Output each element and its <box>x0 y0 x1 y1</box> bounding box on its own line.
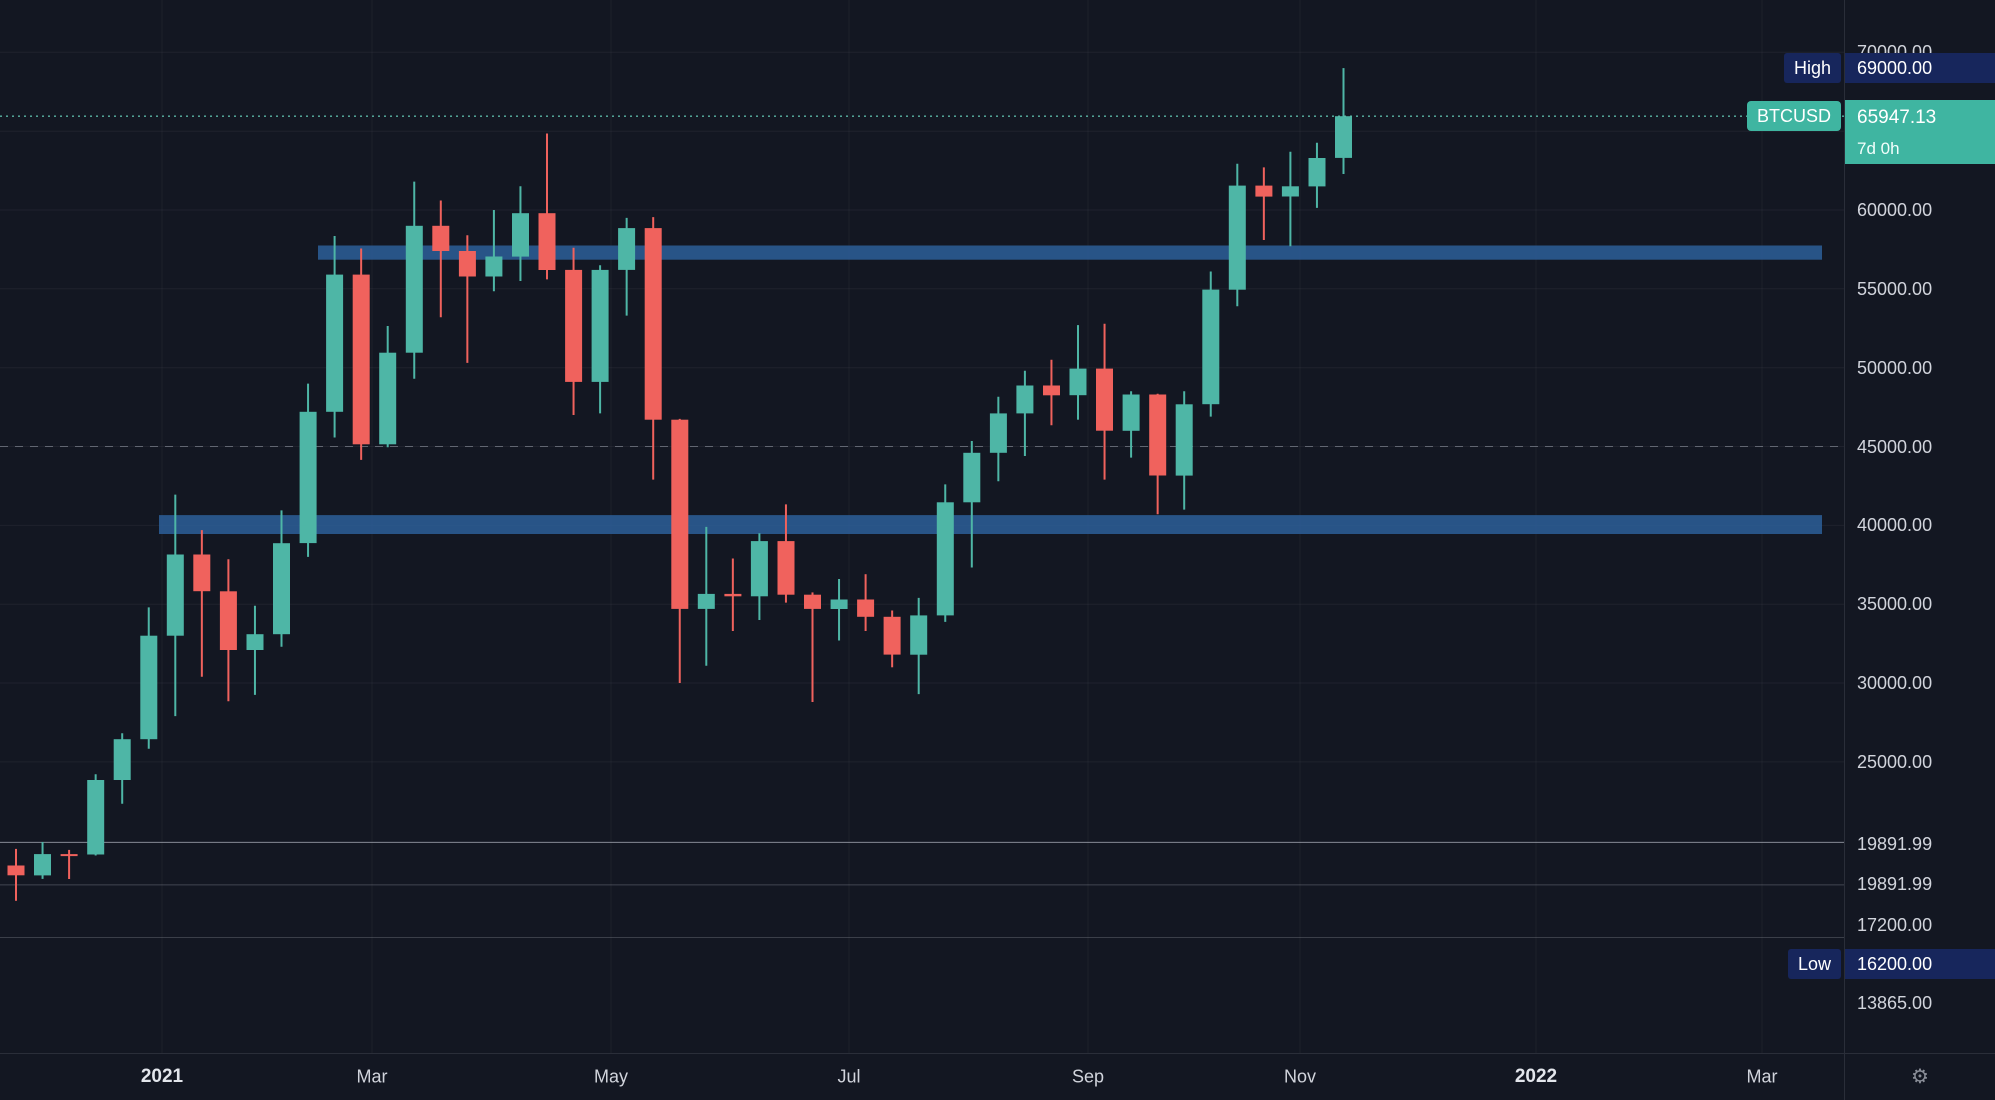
candles <box>7 68 1352 901</box>
candle-body <box>857 599 875 617</box>
candle-body <box>219 591 237 650</box>
candle-body <box>7 865 25 876</box>
candle-body <box>432 225 450 251</box>
axis-settings-gear-icon[interactable]: ⚙ <box>1911 1066 1929 1088</box>
candle-body <box>883 616 901 655</box>
price-axis-stacked-label: 13865.00 <box>1857 993 1933 1013</box>
price-axis-label: 35000.00 <box>1857 594 1933 615</box>
candle-body <box>910 615 928 655</box>
high-price-label: 69000.00 <box>1845 53 1995 83</box>
candle-body <box>1096 368 1113 431</box>
candle-body <box>644 228 662 420</box>
candle-body <box>830 599 848 609</box>
axis-corner: ⚙ <box>1845 1054 1995 1100</box>
time-axis-label: 2021 <box>140 1066 184 1087</box>
candle-body <box>565 269 583 382</box>
candle-body <box>405 225 423 353</box>
candle-body <box>246 634 264 650</box>
time-axis-label: Mar <box>356 1066 388 1087</box>
candle-body <box>379 352 397 445</box>
candle-body <box>1255 185 1273 197</box>
candle-body <box>963 452 981 503</box>
candle-body <box>485 256 503 277</box>
candle-body <box>697 593 715 609</box>
price-axis-separator <box>1844 0 1845 1100</box>
price-axis-label: 55000.00 <box>1857 278 1933 299</box>
price-axis-stacked-label: 19891.99 <box>1857 834 1933 854</box>
candle-body <box>273 543 290 635</box>
candle-body <box>989 413 1007 453</box>
candle-body <box>140 635 158 740</box>
candle-body <box>60 854 78 857</box>
time-axis-label: Jul <box>837 1066 861 1087</box>
current-price-label[interactable]: 65947.13 7d 0h <box>1845 100 1995 164</box>
price-axis-label: 45000.00 <box>1857 436 1933 457</box>
candle-body <box>618 228 636 270</box>
candle-body <box>777 541 795 595</box>
bar-close-countdown[interactable]: 7d 0h <box>1857 139 1900 158</box>
low-price-label: 16200.00 <box>1845 949 1995 979</box>
candle-body <box>671 419 689 609</box>
price-axis-stacked-label: 19891.99 <box>1857 874 1933 894</box>
symbol-badge[interactable]: BTCUSD <box>1746 101 1841 131</box>
time-axis-label: Sep <box>1071 1066 1105 1087</box>
candle-body <box>1122 394 1140 431</box>
time-axis-label: Nov <box>1283 1066 1317 1087</box>
price-axis-stacked-label: 17200.00 <box>1857 915 1933 935</box>
candle-body <box>936 502 954 616</box>
candle-body <box>538 213 556 270</box>
candle-body <box>1202 289 1220 405</box>
candle-body <box>1149 394 1167 476</box>
candle-body <box>1175 404 1193 476</box>
candle-body <box>34 854 51 876</box>
candle-body <box>804 594 821 609</box>
price-axis-label: 50000.00 <box>1857 357 1933 378</box>
time-axis-label: 2022 <box>1514 1066 1558 1087</box>
candle-body <box>1043 385 1060 396</box>
candle-body <box>458 251 476 277</box>
time-axis-label: Mar <box>1746 1066 1778 1087</box>
candle-body <box>1335 116 1352 158</box>
candle-body <box>591 269 609 382</box>
candle-body <box>326 274 344 412</box>
candle-body <box>352 274 370 445</box>
candle-body <box>87 780 105 855</box>
high-label-chip: High <box>1783 53 1841 83</box>
price-axis-label: 25000.00 <box>1857 751 1933 772</box>
time-axis-label: May <box>593 1066 629 1087</box>
price-axis-label: 30000.00 <box>1857 673 1933 693</box>
candle-body <box>1228 185 1246 290</box>
candle-body <box>512 213 529 257</box>
candle-body <box>1281 186 1299 197</box>
candle-body <box>1069 368 1087 396</box>
candle-body <box>750 541 768 597</box>
low-label-chip: Low <box>1787 949 1841 979</box>
candle-body <box>193 554 211 592</box>
current-price-value: 65947.13 <box>1857 107 1937 128</box>
price-axis-label: 60000.00 <box>1857 200 1933 220</box>
candle-body <box>166 554 184 636</box>
candlestick-chart[interactable] <box>0 0 1844 1053</box>
candle-body <box>1308 158 1326 187</box>
price-axis-label: 40000.00 <box>1857 515 1933 536</box>
candle-body <box>299 411 317 544</box>
resistance-zone[interactable] <box>318 245 1822 260</box>
time-axis-separator <box>0 1053 1995 1054</box>
price-axis[interactable]: 70000.0060000.0055000.0050000.0045000.00… <box>1845 0 1995 1053</box>
time-axis[interactable]: 2021 Mar May Jul Sep Nov 2022 Mar <box>0 1054 1844 1100</box>
candle-body <box>1016 385 1034 414</box>
support-zone[interactable] <box>159 515 1822 534</box>
candle-body <box>724 593 742 597</box>
candle-body <box>113 739 131 780</box>
